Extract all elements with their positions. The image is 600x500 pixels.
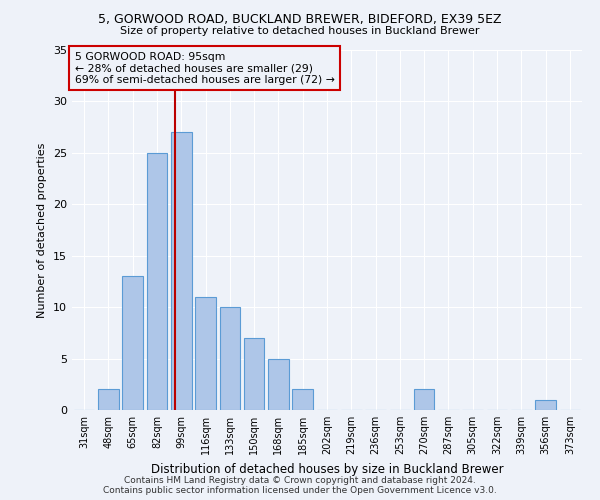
Bar: [122, 276, 143, 410]
Text: 5 GORWOOD ROAD: 95sqm
← 28% of detached houses are smaller (29)
69% of semi-deta: 5 GORWOOD ROAD: 95sqm ← 28% of detached …: [74, 52, 334, 85]
Text: Size of property relative to detached houses in Buckland Brewer: Size of property relative to detached ho…: [120, 26, 480, 36]
Bar: [414, 390, 434, 410]
Bar: [292, 390, 313, 410]
Y-axis label: Number of detached properties: Number of detached properties: [37, 142, 47, 318]
Bar: [535, 400, 556, 410]
Bar: [244, 338, 265, 410]
Bar: [268, 358, 289, 410]
Text: Contains public sector information licensed under the Open Government Licence v3: Contains public sector information licen…: [103, 486, 497, 495]
Bar: [146, 153, 167, 410]
Bar: [195, 297, 216, 410]
Bar: [171, 132, 191, 410]
Text: Contains HM Land Registry data © Crown copyright and database right 2024.: Contains HM Land Registry data © Crown c…: [124, 476, 476, 485]
X-axis label: Distribution of detached houses by size in Buckland Brewer: Distribution of detached houses by size …: [151, 462, 503, 475]
Bar: [98, 390, 119, 410]
Text: 5, GORWOOD ROAD, BUCKLAND BREWER, BIDEFORD, EX39 5EZ: 5, GORWOOD ROAD, BUCKLAND BREWER, BIDEFO…: [98, 12, 502, 26]
Bar: [220, 307, 240, 410]
